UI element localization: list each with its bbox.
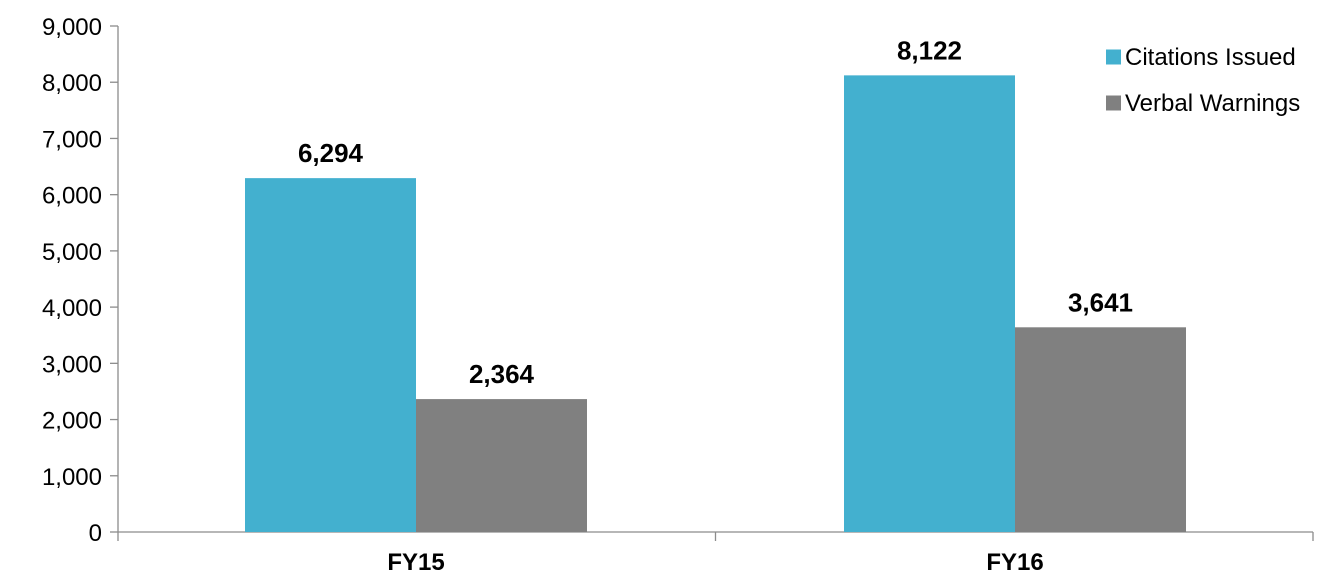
y-tick-label: 5,000 — [42, 239, 102, 266]
y-tick-label: 4,000 — [42, 295, 102, 322]
data-label: 3,641 — [1068, 287, 1133, 317]
y-tick-label: 3,000 — [42, 351, 102, 378]
bar — [245, 178, 416, 532]
bar — [1015, 327, 1186, 532]
y-tick-label: 7,000 — [42, 126, 102, 153]
y-tick-label: 9,000 — [42, 14, 102, 41]
legend-label: Citations Issued — [1125, 44, 1296, 71]
legend-swatch — [1106, 95, 1121, 111]
y-tick-label: 8,000 — [42, 70, 102, 97]
x-axis: FY15 FY16 — [117, 531, 1314, 576]
legend-label: Verbal Warnings — [1125, 90, 1300, 117]
bars — [245, 75, 1186, 533]
y-tick-label: 2,000 — [42, 408, 102, 435]
y-tick-label: 6,000 — [42, 183, 102, 210]
x-category-label: FY15 — [387, 549, 444, 576]
data-label: 8,122 — [897, 35, 962, 65]
y-axis: 0 1,000 2,000 3,000 4,000 5,000 6,000 7,000 8,00… — [42, 14, 119, 547]
legend-swatch — [1106, 49, 1121, 65]
data-label: 6,294 — [298, 138, 364, 168]
x-category-label: FY16 — [986, 549, 1043, 576]
data-labels: 6,294 8,122 2,364 3,641 — [298, 35, 1133, 389]
y-tick-label: 1,000 — [42, 464, 102, 491]
legend: Citations Issued Verbal Warnings — [1106, 44, 1300, 117]
data-label: 2,364 — [469, 359, 535, 389]
bar — [416, 399, 587, 532]
y-tick-label: 0 — [89, 520, 102, 547]
bar — [844, 75, 1015, 533]
